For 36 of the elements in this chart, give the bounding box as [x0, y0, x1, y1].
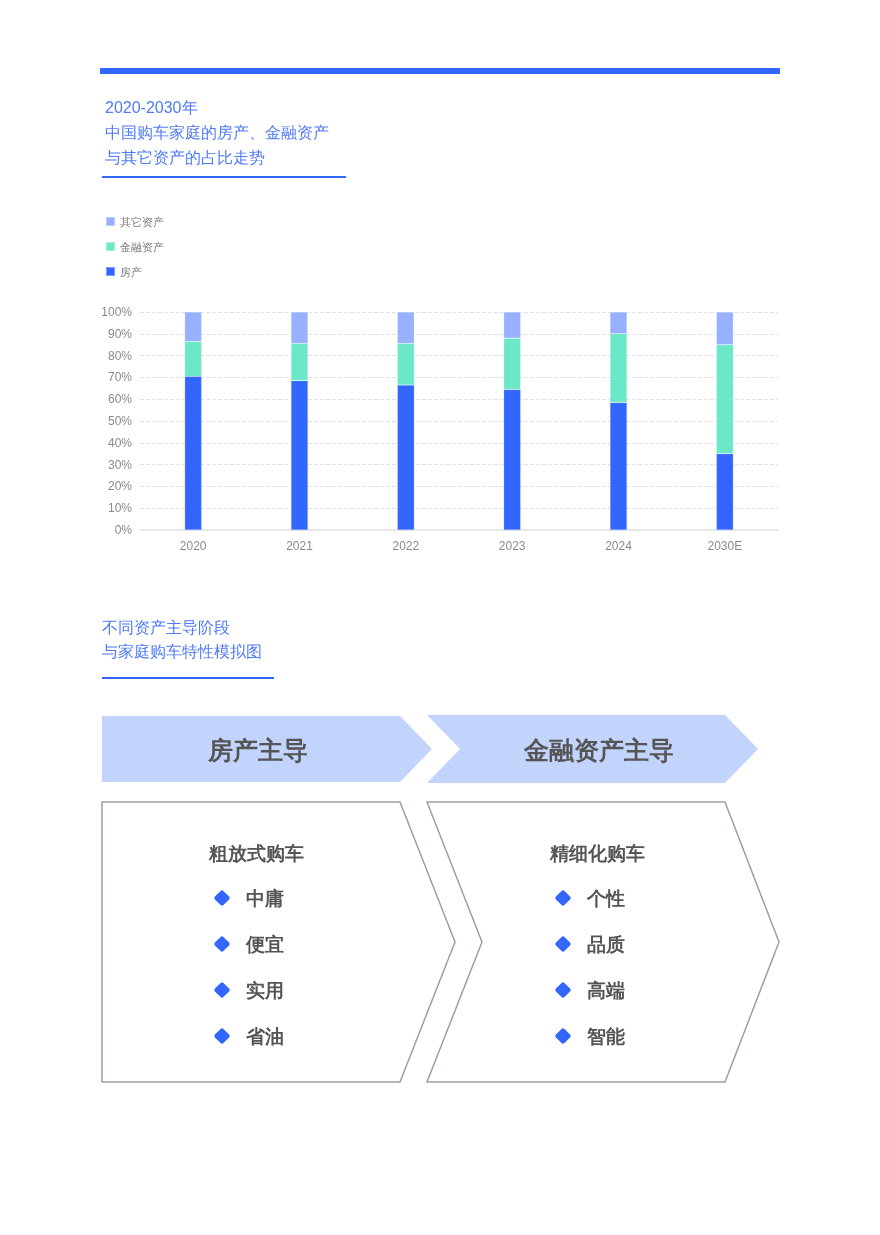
x-tick-label: 2020	[179, 539, 207, 553]
text: 智能	[586, 1026, 625, 1047]
y-tick-label: 30%	[107, 457, 133, 472]
text: 与家庭购车特性模拟图	[102, 643, 262, 660]
legend-label: 金融资产	[120, 240, 164, 253]
y-tick-label: 70%	[107, 370, 133, 385]
x-tick-label: 2023	[498, 539, 526, 553]
chart-title: 2020-2030年	[105, 99, 198, 116]
text: 便宜	[245, 934, 284, 955]
text: 品质	[587, 934, 625, 955]
text: 实用	[246, 980, 284, 1001]
y-tick-label: 100%	[101, 305, 133, 319]
text: 高端	[587, 980, 625, 1001]
legend-label: 其它资产	[120, 215, 164, 228]
y-tick-label: 0%	[114, 523, 133, 537]
x-tick-label: 2024	[605, 539, 633, 553]
y-tick-label: 80%	[107, 348, 133, 363]
category-label: 房产主导	[207, 736, 308, 764]
y-tick-label: 10%	[107, 501, 133, 516]
legend-label: 房产	[120, 265, 142, 278]
text: 不同资产主导阶段	[102, 619, 230, 636]
text: 精细化购车	[548, 843, 645, 864]
text: 中庸	[246, 888, 284, 909]
text: 粗放式购车	[207, 843, 304, 864]
chart-subtitle: 中国购车家庭的房产、金融资产与其它资产的占比走势	[105, 124, 329, 166]
x-tick-label: 2022	[392, 539, 420, 553]
text: 个性	[586, 888, 625, 909]
text: 省油	[245, 1026, 284, 1047]
x-tick-label: 2030E	[707, 539, 743, 553]
y-tick-label: 60%	[107, 392, 133, 407]
x-tick-label: 2021	[286, 539, 314, 553]
y-tick-label: 20%	[107, 479, 133, 494]
y-tick-label: 40%	[107, 435, 133, 450]
y-tick-label: 90%	[107, 326, 133, 341]
y-tick-label: 50%	[107, 414, 133, 428]
category-label: 金融资产主导	[523, 736, 674, 764]
